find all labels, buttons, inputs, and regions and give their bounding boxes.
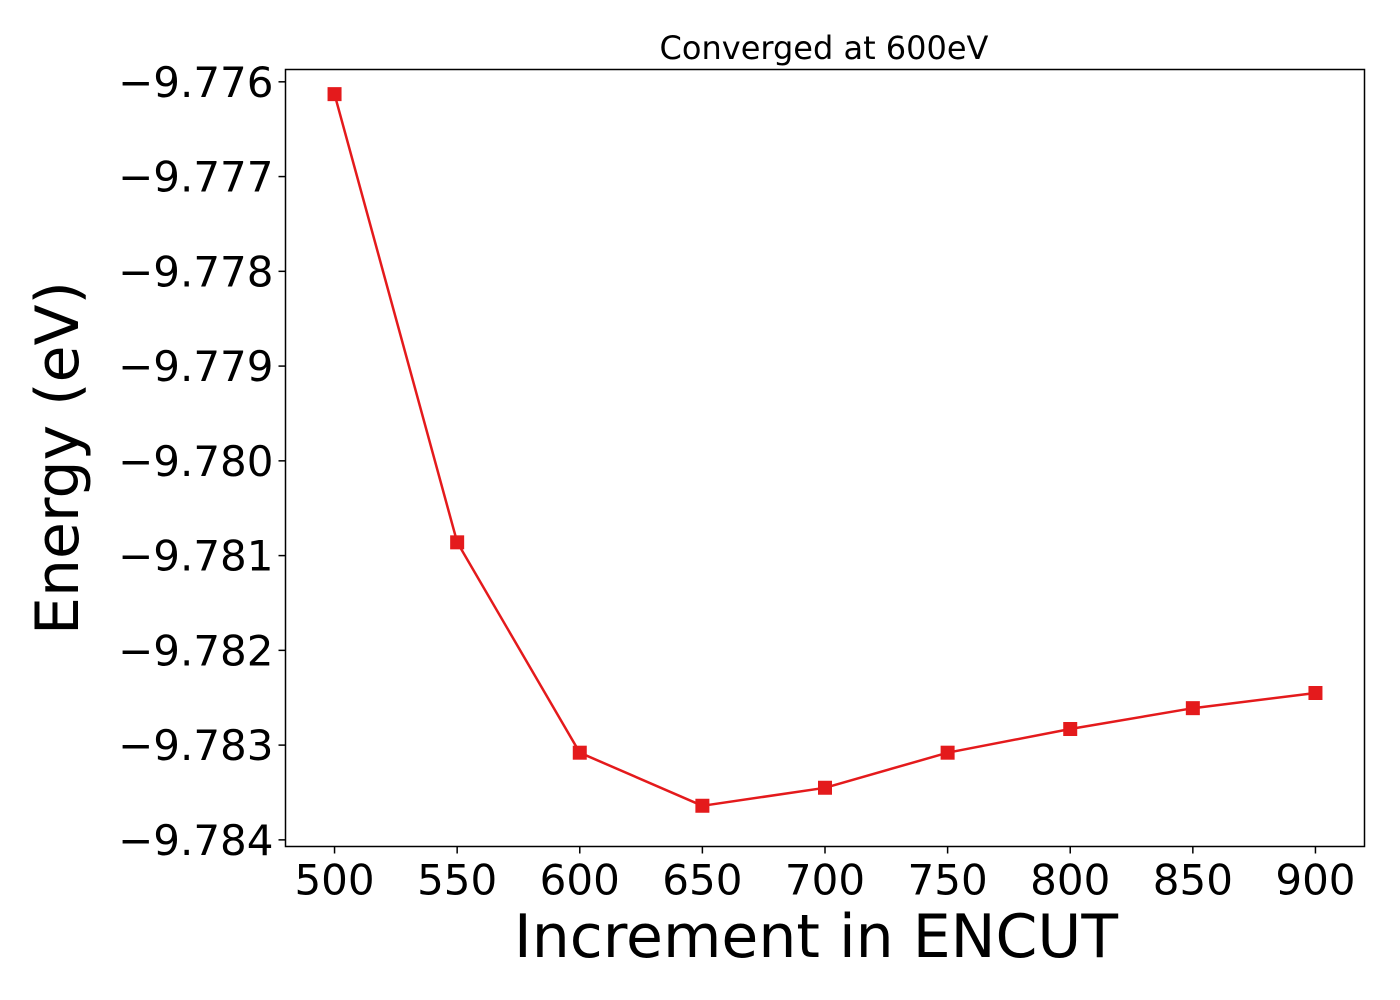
x-axis: 500 550 600 650 700 750 800 850 900	[294, 846, 1356, 905]
y-axis-title: Energy (eV)	[23, 281, 93, 635]
x-tick-label: 700	[785, 856, 865, 905]
chart-title: Converged at 600eV	[660, 29, 989, 67]
series-layer	[327, 87, 1323, 813]
y-tick-label: −9.783	[118, 721, 273, 770]
y-tick-label: −9.779	[118, 342, 273, 391]
y-tick-label: −9.777	[118, 153, 273, 202]
x-tick-label: 850	[1153, 856, 1233, 905]
x-tick-label: 550	[417, 856, 497, 905]
y-tick-label: −9.780	[118, 437, 273, 486]
data-point-marker	[1308, 685, 1323, 700]
x-tick-label: 500	[294, 856, 374, 905]
data-point-marker	[572, 745, 587, 760]
series-line	[333, 93, 1316, 808]
data-point-marker	[818, 780, 832, 795]
data-point-marker	[327, 87, 342, 102]
x-tick-label: 800	[1030, 856, 1110, 905]
x-tick-label: 650	[662, 856, 742, 905]
y-tick-label: −9.782	[118, 626, 273, 675]
y-axis: −9.776 −9.777 −9.778 −9.779 −9.780 −9.781 −9.7…	[118, 58, 286, 865]
x-axis-title: Increment in ENCUT	[514, 902, 1118, 972]
y-tick-label: −9.778	[118, 247, 273, 296]
x-tick-label: 900	[1275, 856, 1355, 905]
x-tick-label: 600	[540, 856, 620, 905]
data-point-marker	[1063, 722, 1078, 737]
data-point-marker	[1185, 701, 1200, 716]
y-tick-label: −9.781	[118, 532, 273, 581]
y-tick-label: −9.776	[118, 58, 273, 107]
x-tick-label: 750	[908, 856, 988, 905]
data-point-marker	[450, 535, 465, 550]
y-tick-label: −9.784	[118, 816, 273, 865]
data-point-marker	[940, 745, 955, 760]
plot-area-frame	[284, 68, 1366, 848]
data-point-marker	[695, 798, 710, 813]
